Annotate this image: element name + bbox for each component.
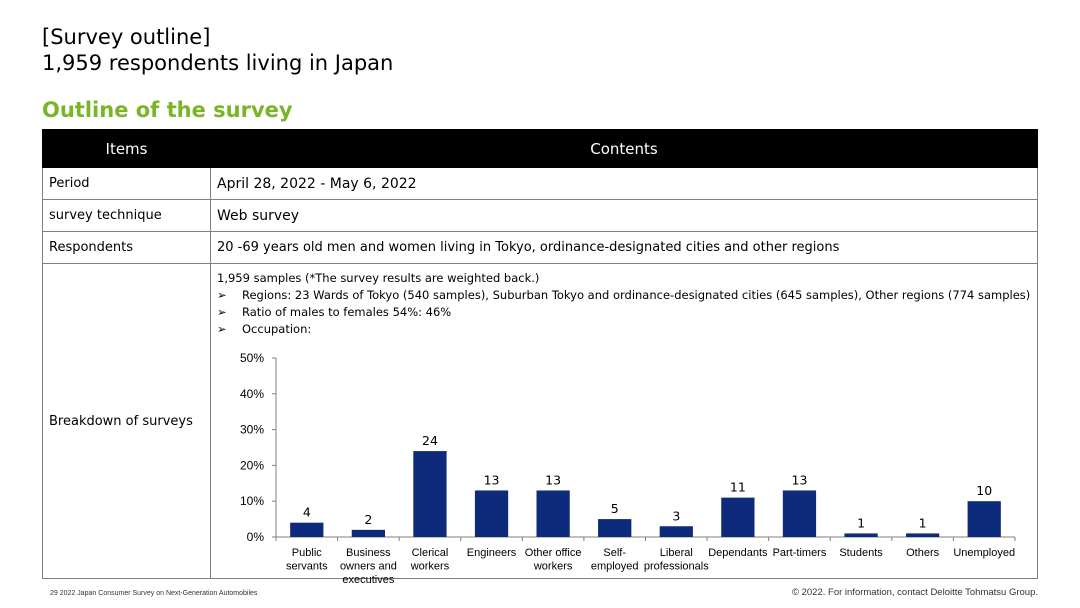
data-label: 1	[919, 515, 927, 530]
bar	[967, 501, 1001, 537]
category-label: Dependants	[708, 547, 768, 559]
breakdown-cell: 1,959 samples (*The survey results are w…	[210, 263, 1038, 584]
data-label: 13	[545, 472, 561, 487]
bar	[413, 451, 447, 537]
data-label: 4	[303, 505, 311, 520]
table-row: Breakdown of surveys 1,959 samples (*The…	[42, 263, 1038, 584]
bar	[659, 526, 693, 537]
breakdown-line: 1,959 samples (*The survey results are w…	[217, 271, 540, 285]
data-label: 13	[792, 472, 808, 487]
data-label: 24	[422, 433, 438, 448]
breakdown-content: 1,959 samples (*The survey results are w…	[211, 264, 1037, 584]
breakdown-bullet: ➢ Occupation:	[217, 321, 1030, 338]
breakdown-bullet: ➢ Regions: 23 Wards of Tokyo (540 samples…	[217, 287, 1030, 304]
footer-copyright: © 2022. For information, contact Deloitt…	[791, 587, 1038, 598]
data-label: 11	[730, 480, 746, 495]
bar	[598, 519, 632, 537]
y-tick-label: 0%	[247, 530, 265, 544]
category-label: owners and	[340, 561, 397, 573]
data-label: 3	[672, 508, 680, 523]
row-content: Web survey	[210, 199, 1038, 232]
table-row: survey technique Web survey	[42, 199, 1038, 232]
category-label: employed	[591, 561, 639, 573]
data-label: 10	[976, 483, 992, 498]
category-label: Unemployed	[953, 547, 1015, 559]
category-label: Engineers	[467, 547, 517, 559]
table-header-row: Items Contents	[42, 129, 1038, 168]
arrow-bullet-icon: ➢	[217, 305, 227, 319]
category-label: Students	[839, 547, 883, 559]
category-label: Self-	[603, 547, 626, 559]
column-header-contents: Contents	[210, 129, 1038, 168]
category-label: executives	[342, 574, 394, 584]
section-subtitle: Outline of the survey	[42, 98, 293, 122]
y-tick-label: 10%	[240, 494, 264, 508]
category-label: Clerical	[412, 547, 449, 559]
row-item-label: Breakdown of surveys	[42, 263, 211, 579]
breakdown-bullet: ➢ Ratio of males to females 54%: 46%	[217, 304, 1030, 321]
category-label: Business	[346, 547, 391, 559]
bar	[844, 533, 878, 537]
category-label: Others	[906, 547, 940, 559]
arrow-bullet-icon: ➢	[217, 322, 227, 336]
row-item-label: Period	[42, 167, 211, 200]
bar	[474, 490, 509, 537]
column-header-items: Items	[42, 129, 211, 168]
bullet-text: Ratio of males to females 54%: 46%	[242, 305, 452, 319]
bar	[721, 497, 755, 537]
data-label: 2	[364, 512, 372, 527]
row-content: April 28, 2022 - May 6, 2022	[210, 167, 1038, 200]
row-item-label: survey technique	[42, 199, 211, 232]
bar	[290, 522, 324, 537]
data-label: 1	[857, 515, 865, 530]
page-title-line2: 1,959 respondents living in Japan	[42, 51, 394, 75]
bar	[536, 490, 570, 537]
bar	[782, 490, 817, 537]
table-row: Period April 28, 2022 - May 6, 2022	[42, 167, 1038, 200]
y-tick-label: 30%	[240, 423, 264, 437]
category-label: Part-timers	[773, 547, 827, 559]
row-content: 20 -69 years old men and women living in…	[210, 231, 1038, 264]
occupation-bar-chart: 0% 10% 20% 30% 40% 50% 4 Public servants 2 Busines…	[240, 351, 1016, 584]
data-label: 13	[484, 472, 500, 487]
category-label: workers	[533, 561, 573, 573]
data-label: 5	[611, 501, 619, 516]
bar	[905, 533, 940, 537]
bar	[351, 529, 386, 537]
category-label: servants	[286, 561, 328, 573]
category-label: workers	[410, 561, 450, 573]
y-tick-label: 20%	[240, 458, 264, 472]
survey-outline-table: Items Contents Period April 28, 2022 - M…	[42, 129, 1038, 584]
arrow-bullet-icon: ➢	[217, 288, 227, 302]
breakdown-text: 1,959 samples (*The survey results are w…	[217, 270, 1030, 338]
category-label: Liberal	[660, 547, 693, 559]
bullet-text: Regions: 23 Wards of Tokyo (540 samples)…	[242, 288, 1031, 302]
y-tick-label: 50%	[240, 351, 264, 365]
page-title-line1: [Survey outline]	[42, 25, 211, 49]
bullet-text: Occupation:	[242, 322, 312, 336]
category-label: Other office	[525, 547, 582, 559]
y-tick-label: 40%	[240, 387, 264, 401]
row-item-label: Respondents	[42, 231, 211, 264]
category-label: professionals	[644, 561, 709, 573]
footer-page-info: 29 2022 Japan Consumer Survey on Next-Ge…	[50, 590, 258, 597]
table-row: Respondents 20 -69 years old men and wom…	[42, 231, 1038, 264]
category-label: Public	[292, 547, 322, 559]
page-title: [Survey outline] 1,959 respondents livin…	[42, 24, 393, 76]
